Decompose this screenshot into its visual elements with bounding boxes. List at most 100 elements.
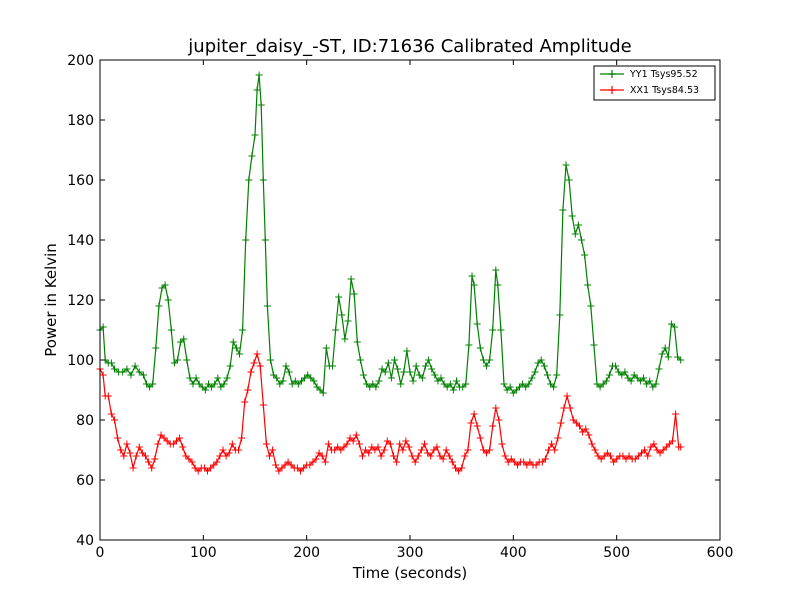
data-point: [359, 452, 366, 460]
data-point: [278, 464, 286, 472]
data-point: [455, 467, 463, 475]
data-point: [594, 452, 602, 460]
data-point: [143, 380, 150, 388]
data-point: [259, 176, 267, 184]
data-point: [127, 371, 135, 379]
legend-marker-xx1: [608, 86, 616, 94]
y-tick-label: 100: [67, 353, 94, 369]
data-point: [198, 383, 206, 391]
x-tick-label: 400: [500, 545, 527, 561]
data-point: [430, 446, 438, 454]
data-point: [315, 449, 323, 457]
data-point: [163, 437, 171, 445]
data-point: [107, 359, 115, 367]
data-point: [523, 461, 531, 469]
data-point: [547, 380, 554, 388]
data-point: [281, 461, 289, 469]
data-point: [183, 356, 191, 364]
y-tick-label: 40: [76, 533, 94, 549]
data-point: [669, 437, 676, 445]
data-point: [543, 371, 551, 379]
data-point: [566, 404, 574, 412]
data-point: [266, 452, 273, 460]
data-point: [145, 458, 153, 466]
x-tick-label: 300: [397, 545, 424, 561]
data-point: [537, 356, 545, 364]
data-point: [525, 380, 533, 388]
data-point: [427, 452, 435, 460]
data-point: [306, 461, 314, 469]
data-point: [509, 389, 517, 397]
data-point: [473, 320, 481, 328]
data-point: [439, 455, 447, 463]
data-point: [473, 422, 481, 430]
data-point: [672, 410, 680, 418]
legend-entry-xx1: XX1 Tsys84.53: [600, 85, 699, 96]
data-point: [446, 380, 454, 388]
data-point: [324, 440, 332, 448]
data-point: [578, 236, 585, 244]
data-point: [173, 437, 180, 445]
data-point: [343, 440, 351, 448]
data-point: [390, 452, 397, 460]
data-point: [464, 446, 472, 454]
data-point: [677, 356, 685, 364]
data-point: [437, 374, 445, 382]
data-point: [591, 446, 599, 454]
data-point: [226, 362, 234, 370]
data-point: [155, 302, 163, 310]
data-point: [312, 455, 320, 463]
data-point: [431, 371, 439, 379]
data-point: [516, 383, 523, 391]
data-point: [403, 347, 411, 355]
data-point: [510, 458, 518, 466]
data-point: [146, 383, 154, 391]
data-point: [596, 383, 604, 391]
data-point: [556, 311, 564, 319]
data-point: [627, 377, 635, 385]
data-point: [615, 368, 623, 376]
data-point: [120, 452, 128, 460]
x-tick-label: 100: [190, 545, 217, 561]
data-point: [655, 365, 663, 373]
data-point: [400, 368, 408, 376]
data-point: [397, 380, 405, 388]
data-point: [285, 368, 293, 376]
data-point: [467, 419, 475, 427]
data-point: [365, 449, 373, 457]
data-point: [331, 446, 339, 454]
data-point: [135, 368, 143, 376]
data-point: [405, 443, 413, 451]
series-yy1: [96, 71, 685, 397]
data-point: [259, 401, 267, 409]
data-point: [307, 374, 315, 382]
data-point: [185, 455, 193, 463]
data-point: [402, 437, 410, 445]
data-point: [275, 467, 283, 475]
data-point: [667, 320, 675, 328]
data-point: [160, 434, 168, 442]
data-point: [375, 377, 383, 385]
y-axis-ticks: 40 60 80 100 120 140 160 180 200: [67, 53, 720, 549]
data-point: [149, 380, 157, 388]
data-point: [152, 344, 160, 352]
data-point: [448, 458, 456, 466]
data-point: [602, 377, 610, 385]
data-point: [425, 356, 433, 364]
data-point: [634, 452, 642, 460]
data-point: [394, 365, 402, 373]
data-point: [236, 350, 243, 358]
data-point: [347, 275, 355, 283]
data-point: [640, 374, 647, 382]
data-point: [572, 419, 580, 427]
data-point: [123, 365, 131, 373]
legend-box: [593, 65, 716, 101]
data-point: [540, 362, 548, 370]
data-point: [350, 290, 358, 298]
data-point: [238, 434, 246, 442]
data-point: [412, 362, 420, 370]
data-point: [269, 446, 277, 454]
data-point: [470, 410, 478, 418]
data-point: [244, 386, 252, 394]
